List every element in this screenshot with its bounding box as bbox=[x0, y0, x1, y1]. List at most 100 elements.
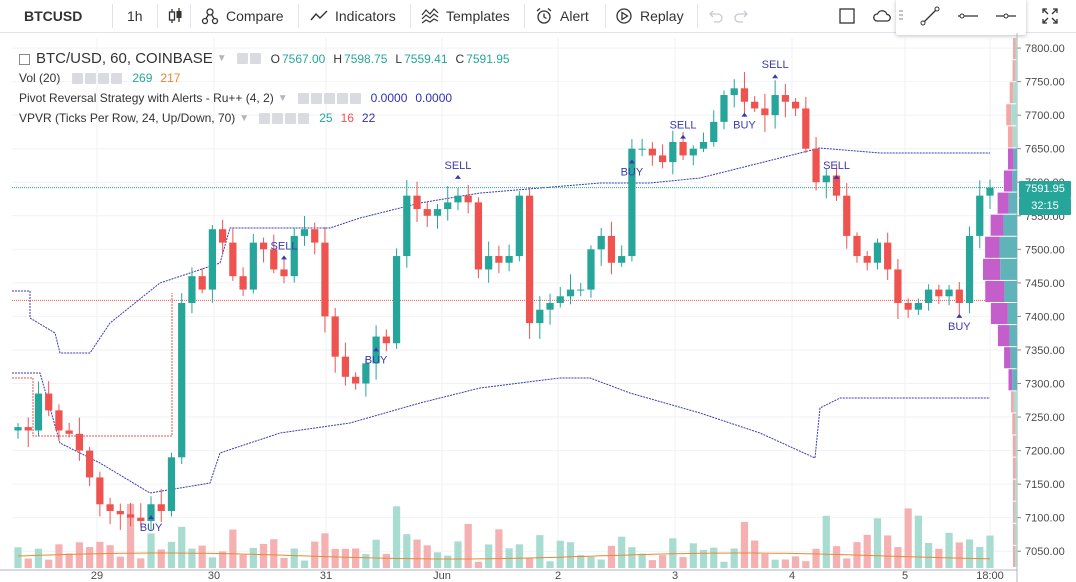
horizontal-line-tool[interactable] bbox=[988, 0, 1024, 33]
chart-pane[interactable]: 7800.007750.007700.007650.007600.007550.… bbox=[0, 33, 1076, 582]
candle-body bbox=[976, 195, 984, 236]
sell-signal-label: SELL bbox=[271, 240, 298, 252]
volume-bar bbox=[96, 541, 104, 568]
close-icon[interactable] bbox=[298, 112, 310, 124]
candle-body bbox=[607, 235, 616, 263]
volume-bar bbox=[249, 547, 257, 568]
cloud-save-button[interactable] bbox=[873, 0, 898, 32]
candle-body bbox=[219, 229, 227, 243]
volume-bar bbox=[751, 540, 759, 568]
volume-bar bbox=[382, 553, 390, 568]
volume-bar bbox=[648, 560, 656, 568]
compare-label: Compare bbox=[226, 8, 284, 24]
volume-bar bbox=[577, 555, 585, 568]
source-icon[interactable] bbox=[323, 92, 335, 104]
drag-handle[interactable] bbox=[899, 9, 903, 23]
buy-arrow-icon bbox=[628, 159, 635, 164]
add-icon[interactable] bbox=[285, 112, 297, 124]
buy-signal-label: BUY bbox=[140, 522, 163, 534]
symbol-search-button[interactable]: BTCUSD bbox=[24, 0, 82, 32]
time-tick-label: 4 bbox=[789, 570, 795, 582]
add-icon[interactable] bbox=[98, 72, 110, 84]
interval-button[interactable]: 1h bbox=[127, 0, 143, 32]
drag-handle-icon bbox=[899, 10, 903, 20]
settings-icon[interactable] bbox=[272, 112, 284, 124]
volume-bar bbox=[536, 535, 544, 568]
close-label: C bbox=[455, 51, 465, 66]
trend-line-tool[interactable] bbox=[912, 0, 948, 33]
vpvr-down-row bbox=[1009, 82, 1014, 104]
redo-button[interactable] bbox=[733, 0, 758, 32]
volume-bar bbox=[280, 557, 288, 568]
vpvr-up-row bbox=[1013, 391, 1017, 413]
vpvr-down-row bbox=[990, 303, 1008, 325]
volume-ma-line bbox=[17, 552, 991, 560]
price-chart-canvas[interactable]: 7800.007750.007700.007650.007600.007550.… bbox=[0, 33, 1076, 582]
eye-icon[interactable] bbox=[297, 92, 309, 104]
collapse-legend-toggle[interactable] bbox=[19, 54, 30, 65]
volume-bar bbox=[126, 503, 135, 568]
candle-body bbox=[710, 121, 718, 142]
volume-bar bbox=[924, 542, 933, 568]
close-icon[interactable] bbox=[349, 92, 361, 104]
pivot-value-2: 0.0000 bbox=[415, 91, 453, 105]
dropdown-arrow-icon[interactable]: ▼ bbox=[277, 92, 288, 104]
vpvr-up-row bbox=[1008, 192, 1017, 214]
vpvr-up-row bbox=[1007, 303, 1017, 325]
candle-body bbox=[771, 95, 779, 116]
candle-body bbox=[935, 289, 943, 297]
templates-button[interactable]: Templates bbox=[421, 0, 510, 32]
alert-button[interactable]: Alert bbox=[535, 0, 589, 32]
toolbar-divider bbox=[112, 4, 113, 28]
chart-style-button[interactable] bbox=[166, 0, 191, 32]
volume-bar bbox=[935, 548, 943, 568]
rectangle-tool-button[interactable] bbox=[838, 0, 863, 32]
close-icon[interactable] bbox=[111, 72, 123, 84]
volume-bar bbox=[566, 542, 575, 568]
candle-body bbox=[618, 256, 626, 263]
fullscreen-button[interactable] bbox=[1041, 0, 1066, 32]
volume-bar bbox=[515, 544, 523, 568]
sell-signal-label: SELL bbox=[823, 160, 850, 172]
volume-bar bbox=[904, 508, 912, 568]
vpvr-up-row bbox=[1003, 214, 1017, 236]
eye-icon[interactable] bbox=[72, 72, 84, 84]
candle-body bbox=[832, 175, 841, 196]
vpvr-up-row bbox=[1009, 325, 1017, 347]
volume-ma-value: 217 bbox=[160, 71, 181, 85]
volume-bar bbox=[167, 541, 176, 568]
eye-icon[interactable] bbox=[259, 112, 271, 124]
dropdown-arrow-icon[interactable]: ▼ bbox=[239, 112, 250, 124]
settings-icon[interactable] bbox=[249, 53, 261, 64]
sell-arrow-icon bbox=[281, 255, 288, 260]
settings-icon[interactable] bbox=[310, 92, 322, 104]
vpvr-down-row bbox=[1004, 347, 1011, 369]
candle-body bbox=[628, 148, 636, 257]
time-tick-label: 2 bbox=[555, 570, 561, 582]
eye-icon[interactable] bbox=[236, 53, 248, 64]
dropdown-arrow-icon[interactable]: ▼ bbox=[216, 53, 227, 64]
horizontal-ray-tool[interactable] bbox=[950, 0, 986, 33]
undo-button[interactable] bbox=[706, 0, 731, 32]
candle-body bbox=[167, 457, 176, 511]
candle-body bbox=[577, 289, 585, 291]
pivot-lower-band bbox=[12, 372, 990, 494]
candle-body bbox=[802, 108, 810, 149]
toolbar-divider bbox=[298, 4, 299, 28]
volume-bar bbox=[45, 559, 53, 568]
candle-body bbox=[249, 242, 257, 290]
cloud-icon bbox=[873, 7, 891, 25]
volume-bar bbox=[914, 515, 922, 568]
indicators-button[interactable]: Indicators bbox=[310, 0, 396, 32]
volume-legend: Vol (20) 269 217 bbox=[19, 71, 180, 85]
volume-bar bbox=[474, 561, 483, 568]
volume-bar bbox=[546, 561, 554, 568]
undo-icon bbox=[706, 7, 724, 25]
volume-bar bbox=[341, 548, 350, 568]
settings-icon[interactable] bbox=[85, 72, 97, 84]
candle-body bbox=[392, 256, 401, 344]
vpvr-up-row bbox=[1004, 280, 1017, 302]
compare-button[interactable]: Compare bbox=[201, 0, 284, 32]
add-icon[interactable] bbox=[336, 92, 348, 104]
replay-button[interactable]: Replay bbox=[615, 0, 684, 32]
